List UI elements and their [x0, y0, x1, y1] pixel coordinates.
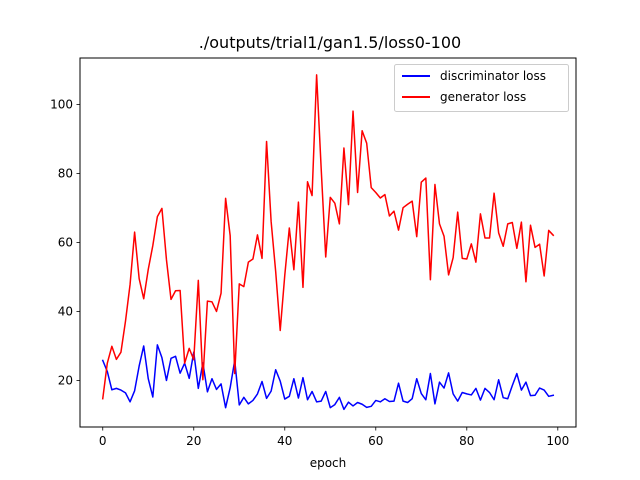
- x-tick-label: 60: [368, 434, 383, 448]
- x-tick-label: 80: [459, 434, 474, 448]
- y-tick-label: 100: [50, 98, 73, 112]
- legend-box: [394, 64, 569, 112]
- y-tick-label: 20: [58, 373, 73, 387]
- legend: discriminator loss generator loss: [394, 64, 569, 112]
- y-tick-label: 40: [58, 304, 73, 318]
- y-tick-label: 60: [58, 236, 73, 250]
- y-tick-label: 80: [58, 167, 73, 181]
- series-line-discriminator-loss: [101, 344, 555, 411]
- x-tick-label: 20: [186, 434, 201, 448]
- x-axis-label: epoch: [310, 456, 347, 470]
- legend-label-generator-loss: generator loss: [440, 90, 526, 104]
- chart-title: ./outputs/trial1/gan1.5/loss0-100: [199, 33, 461, 52]
- legend-label-discriminator-loss: discriminator loss: [440, 69, 546, 83]
- x-tick-label: 0: [99, 434, 107, 448]
- series-line-generator-loss: [101, 74, 555, 400]
- x-tick-label: 100: [546, 434, 569, 448]
- y-axis: 20 40 60 80 100: [50, 98, 80, 387]
- x-tick-label: 40: [277, 434, 292, 448]
- plot-area: [101, 74, 555, 411]
- x-axis: 0 20 40 60 80 100: [99, 427, 569, 448]
